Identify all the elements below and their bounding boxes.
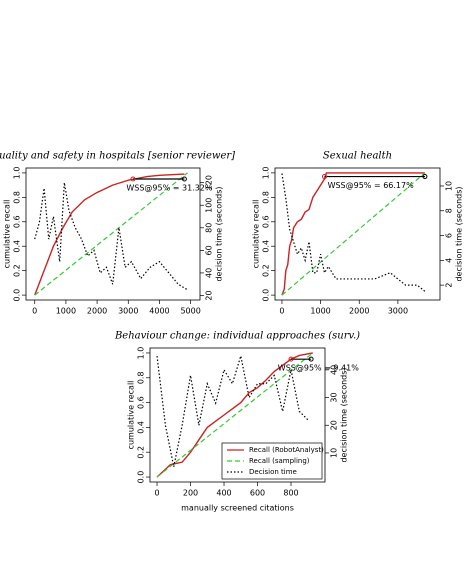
series-line bbox=[281, 173, 426, 292]
legend-label: Decision time bbox=[249, 468, 297, 476]
x-tick-label: 3000 bbox=[388, 307, 408, 316]
y2-tick-label: 40 bbox=[330, 365, 339, 375]
y2-tick-label: 20 bbox=[205, 290, 214, 300]
series-line bbox=[34, 173, 185, 296]
wss-annotation: WSS@95% = 31.32% bbox=[126, 184, 213, 193]
series-line bbox=[34, 172, 188, 296]
y-tick-label: 0.0 bbox=[262, 289, 271, 302]
series-line bbox=[281, 172, 425, 296]
chart-title: Sexual health bbox=[323, 151, 392, 162]
x-tick-label: 3000 bbox=[118, 307, 138, 316]
y-tick-label: 1.0 bbox=[13, 167, 22, 180]
x-tick-label: 0 bbox=[279, 307, 284, 316]
y2-tick-label: 4 bbox=[445, 258, 454, 263]
y-tick-label: 0.8 bbox=[13, 191, 22, 204]
x-tick-label: 400 bbox=[216, 489, 231, 498]
y-tick-label: 0.4 bbox=[262, 240, 271, 253]
y-tick-label: 0.2 bbox=[137, 446, 146, 459]
y2-tick-label: 100 bbox=[205, 198, 214, 213]
y2-tick-label: 10 bbox=[330, 448, 339, 458]
chart-title: Quality and safety in hospitals [senior … bbox=[0, 151, 235, 162]
y-tick-label: 0.8 bbox=[262, 191, 271, 204]
y2-tick-label: 6 bbox=[445, 233, 454, 238]
y-tick-label: 0.0 bbox=[137, 471, 146, 484]
series-line bbox=[156, 352, 313, 478]
y-tick-label: 0.0 bbox=[13, 289, 22, 302]
x-tick-label: 0 bbox=[154, 489, 159, 498]
x-tick-label: 4000 bbox=[149, 307, 169, 316]
chart-title: Behaviour change: individual approaches … bbox=[114, 331, 360, 342]
y-tick-label: 0.6 bbox=[137, 396, 146, 409]
y-axis-label: cumulative recall bbox=[127, 381, 136, 450]
series-line bbox=[156, 355, 309, 467]
y2-tick-label: 30 bbox=[330, 392, 339, 402]
y-tick-label: 0.4 bbox=[137, 421, 146, 434]
plot-frame bbox=[149, 347, 326, 483]
wss-annotation: WSS@95% = 66.17% bbox=[328, 181, 415, 190]
y2-tick-label: 40 bbox=[205, 268, 214, 278]
y2-tick-label: 80 bbox=[205, 223, 214, 233]
plot-frame bbox=[25, 167, 201, 301]
y2-tick-label: 20 bbox=[330, 420, 339, 430]
legend-label: Recall (RobotAnalyst) bbox=[249, 446, 324, 454]
legend-label: Recall (sampling) bbox=[249, 457, 310, 465]
series-line bbox=[156, 352, 314, 478]
y-tick-label: 0.6 bbox=[13, 215, 22, 228]
y-tick-label: 0.4 bbox=[13, 240, 22, 253]
y-tick-label: 1.0 bbox=[262, 167, 271, 180]
y-tick-label: 0.6 bbox=[262, 215, 271, 228]
y-tick-label: 0.8 bbox=[137, 371, 146, 384]
x-tick-label: 200 bbox=[183, 489, 198, 498]
y2-tick-label: 8 bbox=[445, 208, 454, 213]
x-tick-label: 2000 bbox=[349, 307, 369, 316]
y2-axis-label: decision time (seconds) bbox=[340, 367, 349, 462]
y2-tick-label: 10 bbox=[445, 181, 454, 191]
x-tick-label: 800 bbox=[283, 489, 298, 498]
x-axis-label: manually screened citations bbox=[181, 504, 294, 513]
wss-point bbox=[308, 356, 314, 362]
wss-point bbox=[181, 176, 187, 182]
y-tick-label: 0.2 bbox=[13, 264, 22, 277]
plot-frame bbox=[274, 167, 441, 301]
y-tick-label: 1.0 bbox=[137, 347, 146, 360]
series-line bbox=[34, 182, 188, 291]
y-axis-label: cumulative recall bbox=[252, 200, 261, 269]
y2-tick-label: 120 bbox=[205, 175, 214, 190]
x-tick-label: 1000 bbox=[310, 307, 330, 316]
x-tick-label: 5000 bbox=[180, 307, 200, 316]
y2-axis-label: decision time (seconds) bbox=[455, 186, 464, 281]
wss-point bbox=[321, 174, 327, 180]
wss-point bbox=[288, 356, 294, 362]
wss-annotation: WSS@95% = 9.41% bbox=[278, 364, 359, 373]
x-tick-label: 1000 bbox=[56, 307, 76, 316]
y2-tick-label: 60 bbox=[205, 245, 214, 255]
y2-tick-label: 2 bbox=[445, 283, 454, 288]
y-axis-label: cumulative recall bbox=[3, 200, 12, 269]
x-tick-label: 600 bbox=[250, 489, 265, 498]
wss-point bbox=[130, 176, 136, 182]
y2-axis-label: decision time (seconds) bbox=[215, 186, 224, 281]
x-tick-label: 0 bbox=[32, 307, 37, 316]
wss-point bbox=[422, 174, 428, 180]
y-tick-label: 0.2 bbox=[262, 264, 271, 277]
series-line bbox=[281, 172, 426, 296]
x-tick-label: 2000 bbox=[87, 307, 107, 316]
